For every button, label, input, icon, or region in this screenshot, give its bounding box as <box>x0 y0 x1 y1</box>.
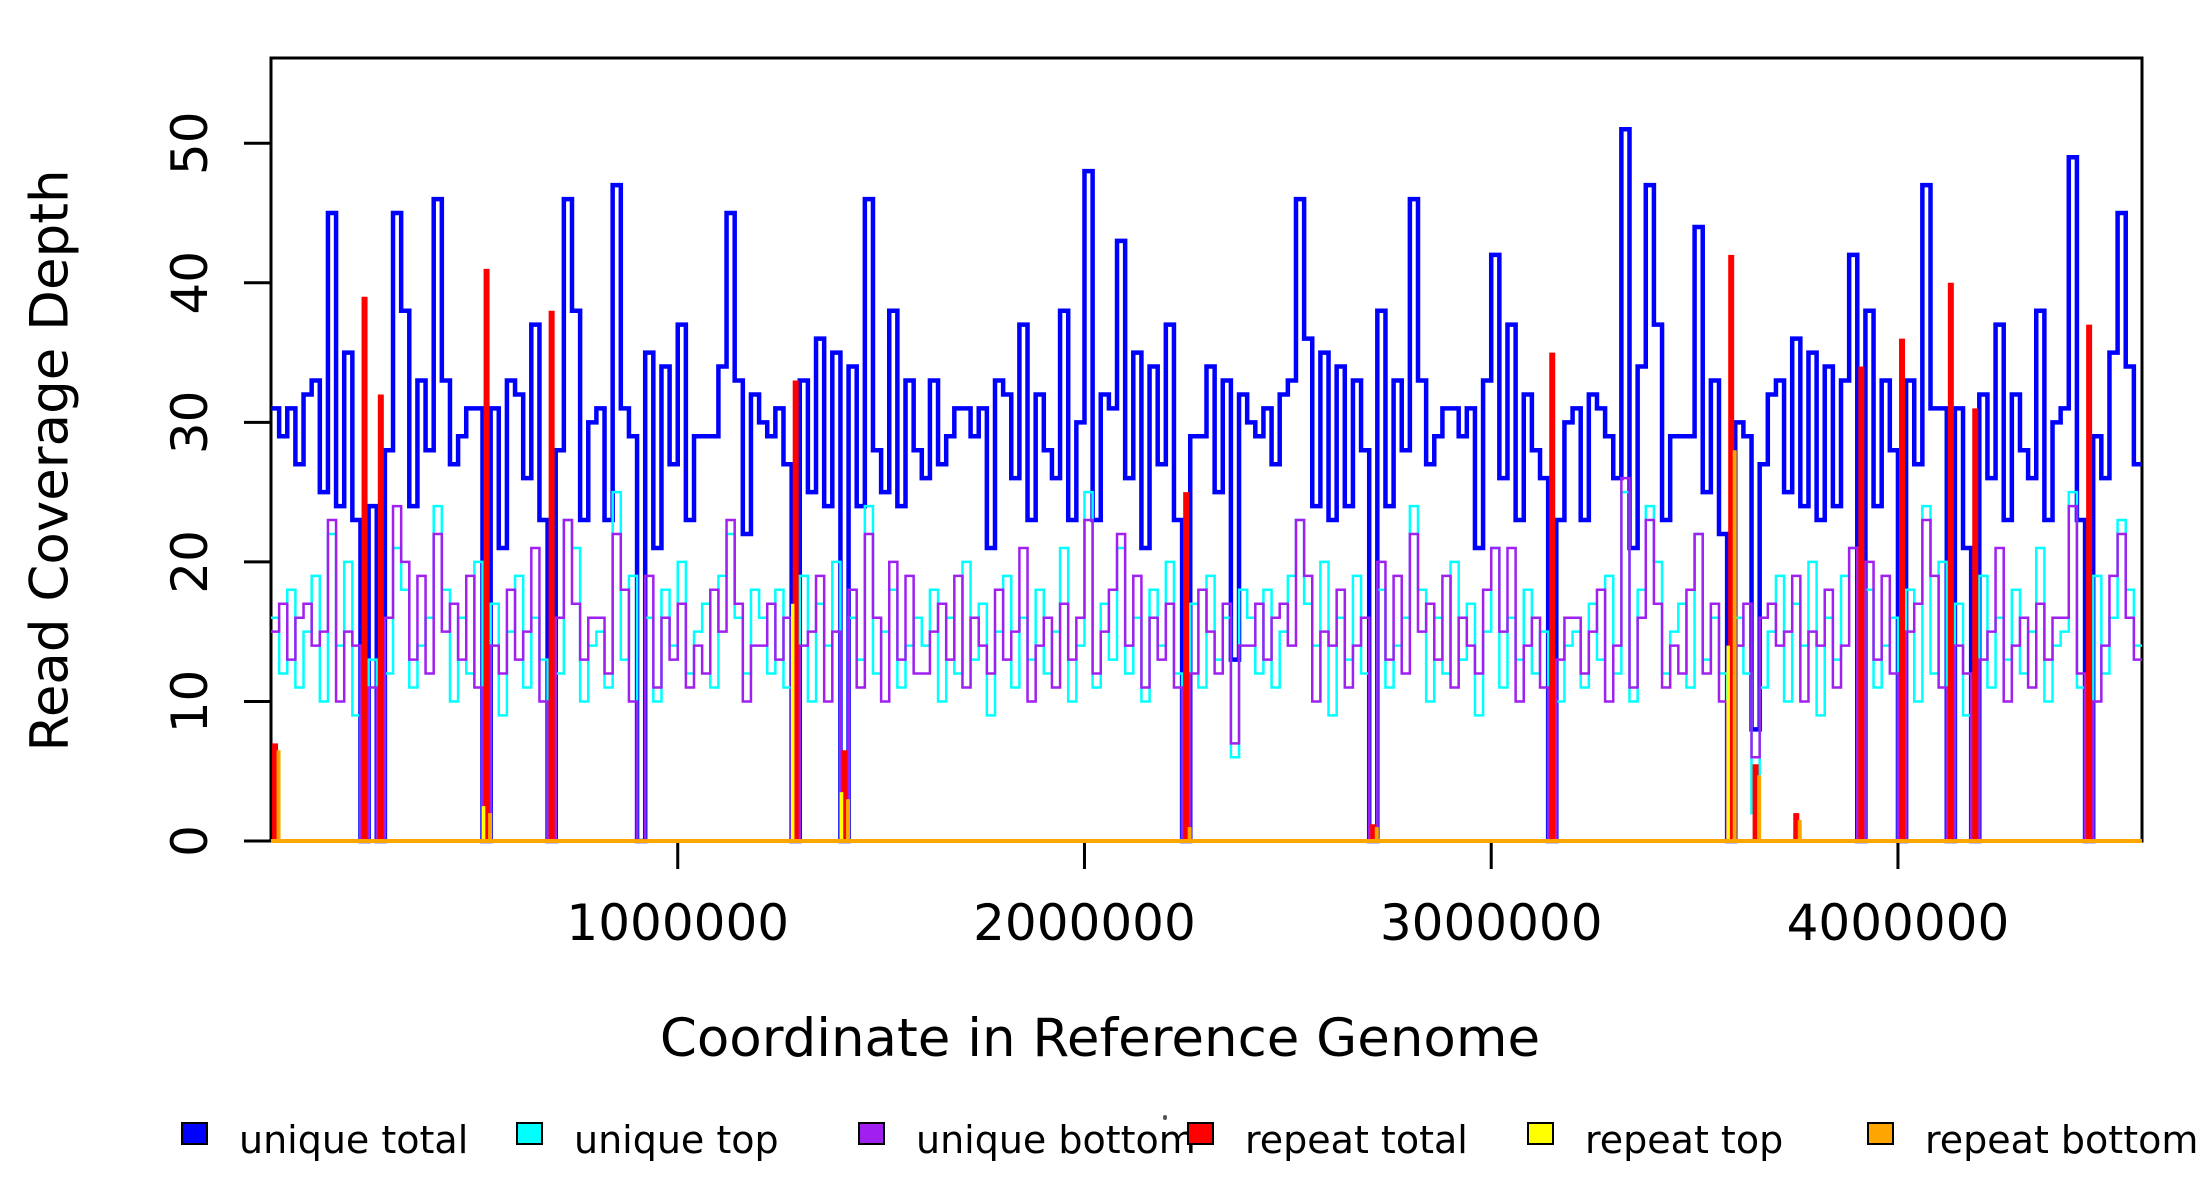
y-tick-label: 0 <box>161 825 219 857</box>
y-tick-label: 20 <box>161 530 219 594</box>
x-tick-label: 2000000 <box>973 894 1196 952</box>
y-axis-title: Read Coverage Depth <box>19 169 81 752</box>
stray-mark-dot <box>1163 1115 1167 1120</box>
x-tick-label: 4000000 <box>1787 894 2010 952</box>
y-tick-label: 50 <box>161 111 219 175</box>
x-tick-label: 3000000 <box>1380 894 1603 952</box>
x-axis-title: Coordinate in Reference Genome <box>659 1008 1541 1069</box>
y-tick-label: 30 <box>161 391 219 455</box>
series-unique-total-line <box>271 127 2142 844</box>
series-unique-bottom-line <box>271 476 2142 843</box>
y-tick-label: 10 <box>161 670 219 734</box>
x-tick-label: 1000000 <box>566 894 789 952</box>
y-tick-label: 40 <box>161 251 219 315</box>
